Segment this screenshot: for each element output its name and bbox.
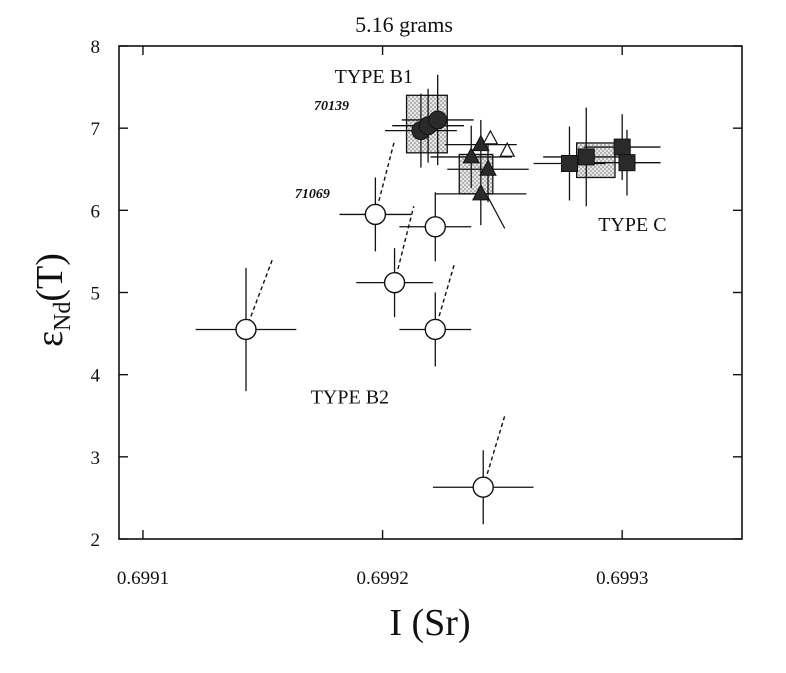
sample-label: 70139	[314, 99, 349, 114]
axis-ticks: 0.6991 0.6992 0.6993 2 3 4 5 6 7 8	[91, 37, 742, 589]
filled-square-point	[613, 138, 631, 156]
x-axis-title: I (Sr)	[389, 602, 470, 644]
x-tick-label: 0.6992	[356, 568, 408, 589]
open-triangle-point	[482, 129, 499, 145]
y-tick-label: 6	[91, 201, 101, 222]
label-leader-line	[487, 196, 506, 229]
data-points	[235, 110, 636, 498]
open-triangle-point	[499, 141, 516, 157]
filled-circle-point	[428, 110, 448, 130]
y-tick-label: 7	[91, 119, 101, 140]
x-tick-label: 0.6993	[596, 568, 648, 589]
y-tick-label: 2	[91, 530, 101, 551]
open-circle-point	[472, 476, 494, 498]
y-axis-title-tail: (T)	[29, 253, 71, 302]
x-tick-label: 0.6991	[117, 568, 169, 589]
dashed-trajectory	[245, 259, 274, 330]
dashed-trajectories	[245, 140, 506, 488]
y-tick-label: 8	[91, 37, 101, 58]
open-circle-point	[383, 271, 406, 294]
group-label: TYPE C	[598, 214, 666, 236]
y-axis-title: εNd(T)	[29, 253, 76, 347]
open-circle-point	[424, 216, 446, 238]
group-label: TYPE B2	[311, 386, 389, 408]
dashed-trajectory	[482, 415, 506, 488]
filled-square-point	[577, 148, 595, 166]
header-text: 5.16 grams	[355, 12, 453, 37]
error-bars	[195, 74, 661, 525]
open-circle-point	[235, 318, 257, 341]
open-circle-point	[424, 318, 446, 341]
y-tick-label: 3	[91, 448, 101, 469]
filled-triangle-point	[479, 159, 497, 176]
y-axis-title-subscript: Nd	[50, 302, 76, 331]
y-axis-title-symbol: ε	[29, 331, 71, 347]
y-tick-label: 4	[91, 366, 101, 387]
y-tick-label: 5	[91, 284, 101, 305]
svg-text:εNd(T): εNd(T)	[29, 253, 76, 347]
open-circle-point	[364, 203, 387, 226]
sample-label: 71069	[295, 187, 330, 202]
dashed-trajectory	[393, 206, 415, 283]
filled-triangle-point	[471, 183, 490, 201]
filled-triangle-point	[462, 146, 481, 164]
dashed-trajectory	[374, 140, 396, 215]
filled-square-point	[618, 154, 636, 172]
group-label: TYPE B1	[335, 66, 413, 88]
filled-square-point	[560, 154, 578, 172]
dashed-trajectory	[434, 263, 456, 330]
